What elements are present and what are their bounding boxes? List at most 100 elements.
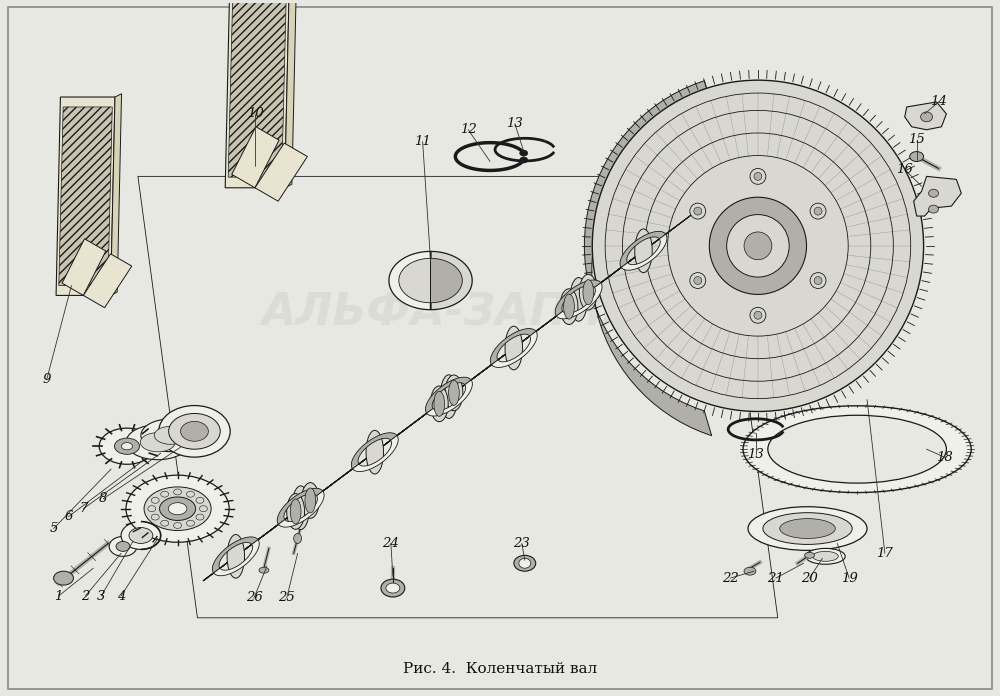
Text: 23: 23 — [513, 537, 530, 550]
Ellipse shape — [196, 498, 204, 503]
Ellipse shape — [505, 326, 522, 370]
Polygon shape — [431, 258, 462, 303]
Ellipse shape — [635, 229, 652, 273]
Ellipse shape — [434, 391, 445, 416]
Ellipse shape — [140, 433, 175, 452]
Polygon shape — [62, 239, 106, 295]
Ellipse shape — [160, 497, 196, 521]
Text: 12: 12 — [460, 123, 477, 136]
Ellipse shape — [181, 421, 208, 441]
Ellipse shape — [748, 507, 867, 551]
Text: 25: 25 — [278, 592, 295, 605]
Ellipse shape — [520, 150, 528, 156]
Polygon shape — [285, 0, 297, 188]
Text: 24: 24 — [383, 537, 399, 550]
Text: Рис. 4.  Коленчатый вал: Рис. 4. Коленчатый вал — [403, 663, 597, 677]
Ellipse shape — [115, 438, 140, 454]
Text: 9: 9 — [42, 373, 51, 386]
Ellipse shape — [921, 112, 933, 122]
Polygon shape — [621, 234, 667, 270]
Ellipse shape — [780, 519, 835, 539]
Polygon shape — [620, 231, 666, 267]
Ellipse shape — [806, 548, 845, 564]
Polygon shape — [547, 276, 610, 323]
Polygon shape — [59, 107, 112, 285]
Ellipse shape — [168, 503, 187, 515]
Polygon shape — [203, 212, 695, 581]
Ellipse shape — [386, 583, 400, 593]
Ellipse shape — [814, 207, 822, 215]
Polygon shape — [343, 429, 406, 475]
Ellipse shape — [445, 375, 463, 411]
Polygon shape — [430, 349, 513, 411]
Ellipse shape — [514, 555, 536, 571]
Text: 17: 17 — [877, 547, 893, 560]
Polygon shape — [353, 436, 398, 472]
Ellipse shape — [292, 486, 309, 530]
Polygon shape — [418, 373, 480, 420]
Polygon shape — [381, 386, 463, 448]
Polygon shape — [351, 433, 397, 469]
Ellipse shape — [763, 513, 852, 544]
Ellipse shape — [810, 273, 826, 288]
Text: 20: 20 — [801, 571, 818, 585]
Ellipse shape — [99, 428, 155, 464]
Ellipse shape — [187, 520, 194, 526]
Ellipse shape — [564, 294, 574, 319]
Ellipse shape — [196, 514, 204, 520]
Ellipse shape — [159, 406, 230, 457]
Ellipse shape — [227, 535, 245, 578]
Polygon shape — [287, 457, 369, 518]
Polygon shape — [56, 97, 115, 295]
Ellipse shape — [366, 430, 384, 474]
Polygon shape — [389, 251, 431, 310]
Ellipse shape — [151, 498, 159, 503]
Polygon shape — [228, 0, 287, 177]
Polygon shape — [427, 380, 472, 416]
Polygon shape — [212, 537, 258, 573]
Polygon shape — [425, 377, 471, 413]
Ellipse shape — [169, 413, 220, 449]
Text: 2: 2 — [81, 590, 90, 603]
Ellipse shape — [301, 482, 319, 519]
Ellipse shape — [690, 273, 706, 288]
Ellipse shape — [520, 157, 528, 163]
Ellipse shape — [305, 488, 316, 513]
Polygon shape — [482, 324, 545, 372]
Ellipse shape — [440, 374, 458, 418]
Ellipse shape — [694, 276, 702, 285]
Ellipse shape — [744, 567, 756, 575]
Polygon shape — [612, 228, 675, 274]
Polygon shape — [399, 258, 431, 303]
Ellipse shape — [805, 553, 814, 558]
Ellipse shape — [570, 278, 587, 322]
Ellipse shape — [929, 205, 938, 213]
Polygon shape — [515, 285, 597, 347]
Ellipse shape — [430, 386, 448, 422]
Ellipse shape — [381, 579, 405, 597]
Ellipse shape — [709, 197, 807, 294]
Polygon shape — [556, 283, 602, 319]
Polygon shape — [255, 143, 307, 201]
Ellipse shape — [129, 528, 153, 544]
Polygon shape — [518, 303, 574, 345]
Polygon shape — [111, 94, 122, 295]
Text: 15: 15 — [908, 133, 925, 146]
Ellipse shape — [694, 207, 702, 215]
Text: 5: 5 — [49, 522, 58, 535]
Polygon shape — [492, 331, 537, 367]
Text: 8: 8 — [99, 492, 107, 505]
Ellipse shape — [290, 499, 301, 524]
Polygon shape — [278, 491, 324, 527]
Polygon shape — [490, 329, 536, 365]
Text: 19: 19 — [841, 571, 858, 585]
Ellipse shape — [199, 506, 207, 512]
Polygon shape — [914, 176, 961, 216]
Ellipse shape — [174, 489, 182, 495]
Polygon shape — [83, 254, 132, 308]
Text: 16: 16 — [896, 163, 913, 176]
Ellipse shape — [814, 276, 822, 285]
Text: 13: 13 — [748, 448, 764, 461]
Ellipse shape — [121, 521, 161, 549]
Ellipse shape — [750, 308, 766, 323]
